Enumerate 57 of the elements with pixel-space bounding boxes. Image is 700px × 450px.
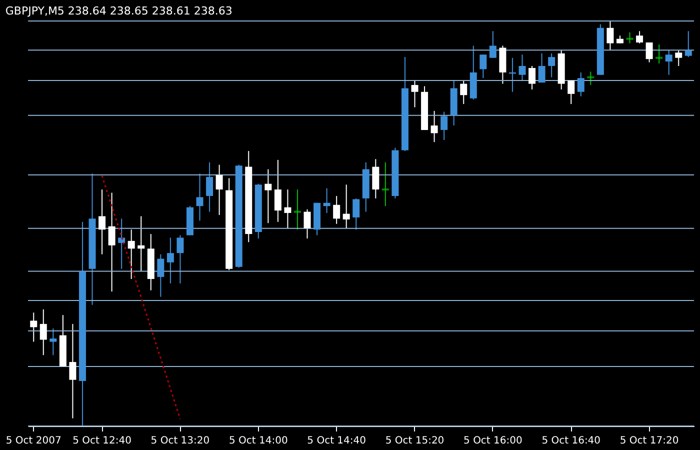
candlestick: [518, 54, 526, 82]
x-tick-label: 5 Oct 13:20: [150, 436, 210, 446]
candlestick: [440, 111, 448, 141]
candlestick: [176, 234, 184, 284]
x-tick-label: 5 Oct 14:40: [307, 436, 366, 446]
candlestick: [489, 30, 496, 58]
x-tick-label: 5 Oct 16:40: [542, 436, 601, 446]
candlestick: [274, 159, 282, 222]
candlestick: [333, 195, 340, 224]
x-tick-label: 5 Oct 2007: [6, 436, 62, 446]
candlestick: [216, 164, 223, 216]
x-tick-label: 5 Oct 17:20: [620, 436, 679, 446]
candlestick: [626, 32, 634, 44]
candlestick: [264, 168, 272, 224]
candlestick: [430, 110, 438, 143]
candlestick: [166, 237, 174, 284]
candlestick: [577, 72, 584, 97]
candlestick: [206, 162, 214, 212]
candlestick: [587, 71, 594, 86]
candlestick: [118, 218, 126, 270]
x-tick-label: 5 Oct 14:00: [228, 436, 288, 446]
candlestick: [98, 188, 106, 255]
chart-title: GBPJPY,M5 238.64 238.65 238.61 238.63: [5, 4, 232, 18]
candlestick: [128, 229, 135, 280]
candlestick: [294, 188, 301, 230]
candlestick: [40, 308, 47, 356]
x-tick-label: 5 Oct 12:40: [72, 436, 132, 446]
candlestick: [568, 80, 575, 105]
candlestick: [480, 54, 487, 79]
candlestick: [636, 30, 644, 44]
candlestick: [352, 198, 360, 230]
candlestick: [656, 44, 663, 64]
candlestick: [606, 20, 614, 51]
candlestick: [196, 173, 204, 222]
candlestick: [538, 52, 546, 84]
candlestick: [675, 50, 682, 66]
candlestick: [382, 162, 389, 207]
x-tick-label: 5 Oct 16:00: [464, 436, 522, 446]
candlestick: [646, 42, 653, 63]
candlestick: [50, 328, 57, 356]
candlestick: [157, 254, 164, 298]
candlestick: [108, 192, 116, 292]
candlestick: [411, 80, 418, 108]
candlestick: [323, 188, 330, 214]
candlestick: [684, 30, 692, 58]
candlestick: [138, 216, 145, 272]
candlestick: [665, 50, 672, 76]
candlestick: [69, 323, 76, 419]
candlestick: [460, 80, 468, 105]
candlestick: [548, 52, 556, 78]
candlestick: [30, 312, 38, 342]
candlestick: [372, 158, 380, 199]
candlestick: [284, 188, 292, 229]
x-tick-label: 5 Oct 15:20: [385, 436, 444, 446]
candlestick: [304, 208, 311, 239]
candlestick: [528, 65, 536, 90]
candlestick: [342, 184, 350, 229]
